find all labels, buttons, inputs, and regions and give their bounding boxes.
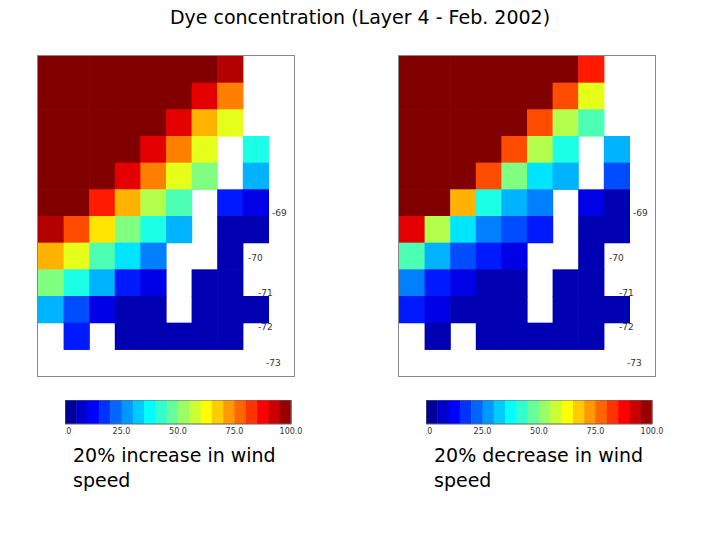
svg-text:0.0: 0.0 — [426, 427, 432, 436]
svg-text:75.0: 75.0 — [587, 427, 605, 436]
html-text:-71: -71 — [619, 288, 634, 298]
svg-text:100.0: 100.0 — [641, 427, 664, 436]
html-text:-72: -72 — [619, 322, 634, 332]
html-text:-69: -69 — [633, 208, 648, 218]
svg-text:25.0: 25.0 — [474, 427, 492, 436]
html-text:-70: -70 — [248, 253, 263, 263]
svg-text:75.0: 75.0 — [226, 427, 244, 436]
html-text:-73: -73 — [627, 358, 642, 368]
svg-text:0.0: 0.0 — [65, 427, 71, 436]
html-text:20% decrease in wind speed: 20% decrease in wind speed — [434, 444, 644, 491]
html-text:-72: -72 — [258, 322, 273, 332]
svg-text:25.0: 25.0 — [113, 427, 131, 436]
html-text:-73: -73 — [266, 358, 281, 368]
html-text:-71: -71 — [258, 288, 273, 298]
html-text:20% increase in wind speed: 20% increase in wind speed — [73, 444, 276, 491]
html-text:-70: -70 — [609, 253, 624, 263]
html-text:Dye concentration (Layer 4 - F: Dye concentration (Layer 4 - Feb. 2002) — [169, 6, 551, 28]
html-text:-69: -69 — [272, 208, 287, 218]
svg-text:50.0: 50.0 — [530, 427, 548, 436]
svg-text:100.0: 100.0 — [280, 427, 303, 436]
svg-text:50.0: 50.0 — [169, 427, 187, 436]
